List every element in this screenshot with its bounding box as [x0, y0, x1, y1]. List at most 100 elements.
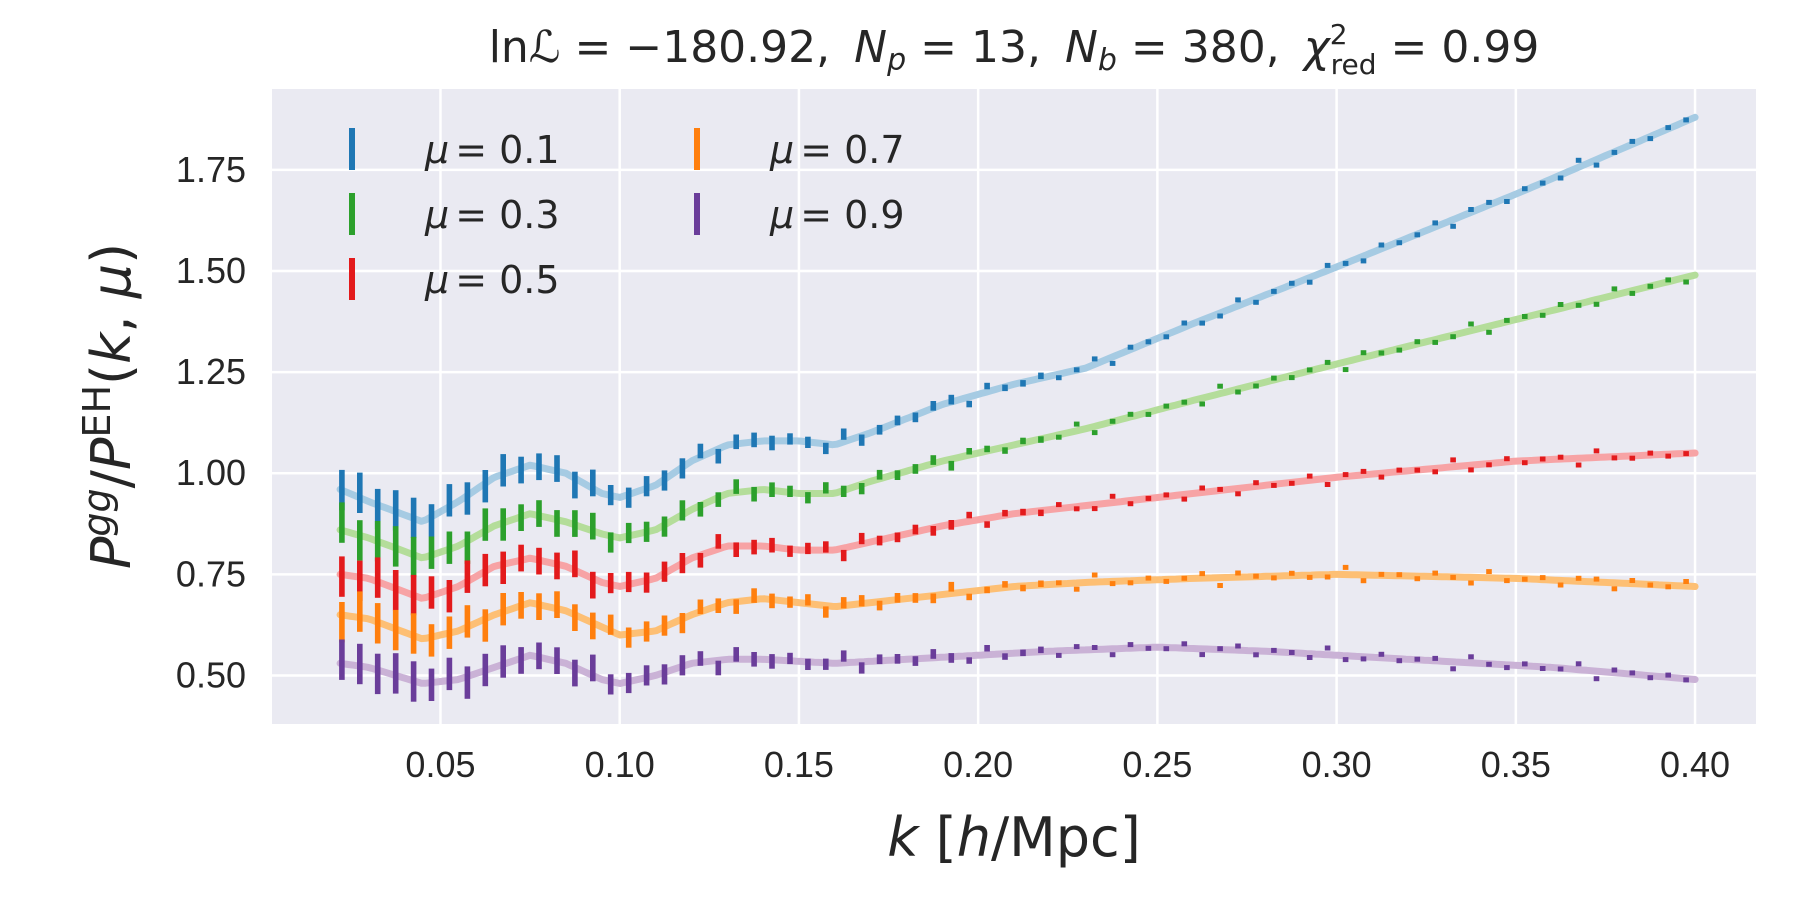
data-point	[1091, 430, 1098, 436]
data-point	[1306, 655, 1313, 660]
data-point	[858, 662, 865, 674]
data-point	[1647, 675, 1654, 681]
data-point	[1091, 645, 1098, 650]
data-point	[1575, 462, 1582, 468]
data-point	[1522, 460, 1528, 466]
data-point	[554, 591, 560, 618]
y-tick-label: 1.75	[176, 149, 246, 190]
data-point	[1002, 509, 1008, 517]
data-point	[1073, 421, 1080, 427]
data-point	[1360, 468, 1367, 474]
data-point	[1522, 576, 1528, 582]
data-point	[536, 453, 542, 481]
data-point	[1145, 495, 1152, 501]
data-point	[1253, 573, 1259, 579]
data-point	[446, 657, 453, 691]
data-point	[1091, 506, 1098, 512]
data-point	[894, 593, 901, 603]
x-tick-label: 0.10	[585, 744, 655, 785]
data-point	[464, 482, 471, 515]
data-point	[1145, 575, 1152, 581]
data-point	[1109, 493, 1116, 499]
data-point	[392, 490, 399, 531]
data-point	[1396, 572, 1403, 578]
x-tick-label: 0.35	[1481, 744, 1551, 785]
data-point	[1038, 580, 1044, 587]
data-point	[661, 470, 668, 491]
data-point	[876, 535, 883, 546]
data-point	[1629, 670, 1636, 676]
data-point	[392, 526, 399, 567]
data-point	[1020, 437, 1026, 445]
data-point	[1038, 509, 1044, 517]
data-point	[697, 599, 704, 615]
data-point	[374, 653, 381, 695]
data-point	[590, 512, 596, 540]
data-point	[1611, 667, 1618, 673]
data-point	[751, 486, 757, 502]
data-point	[661, 615, 668, 636]
data-point	[1217, 646, 1223, 652]
data-point	[518, 544, 524, 572]
data-point	[1289, 375, 1295, 381]
data-point	[1468, 467, 1474, 473]
data-point	[733, 599, 739, 614]
data-point	[769, 482, 775, 497]
data-point	[1217, 583, 1223, 588]
data-point	[392, 653, 399, 694]
data-point	[1575, 157, 1582, 163]
data-point	[1593, 576, 1600, 582]
data-point	[1539, 575, 1546, 581]
data-point	[357, 643, 363, 685]
data-point	[1038, 436, 1044, 443]
data-point	[518, 647, 524, 674]
data-point	[625, 487, 632, 508]
title-chi-value: = 0.99	[1377, 22, 1540, 73]
data-point	[966, 511, 972, 519]
data-point	[428, 504, 435, 537]
data-point	[769, 435, 775, 451]
data-point	[1647, 136, 1654, 142]
data-point	[661, 516, 668, 537]
data-point	[572, 604, 578, 631]
legend-label: μ = 0.5	[424, 258, 560, 302]
legend-item: μ = 0.9	[694, 193, 905, 237]
data-point	[1199, 571, 1205, 577]
data-point	[1557, 454, 1564, 460]
data-point	[805, 658, 811, 670]
data-point	[1235, 570, 1241, 576]
data-point	[1324, 359, 1331, 365]
data-point	[733, 647, 739, 662]
data-point	[1557, 175, 1564, 181]
data-point	[643, 665, 650, 686]
legend-label: μ = 0.3	[424, 193, 560, 237]
data-point	[1360, 578, 1367, 584]
data-point	[1629, 578, 1636, 583]
data-point	[374, 521, 381, 562]
data-point	[805, 594, 811, 606]
data-point	[410, 613, 417, 654]
title-np-value: = 13,	[906, 22, 1041, 73]
data-point	[410, 661, 417, 702]
data-point	[410, 497, 417, 539]
data-point	[1647, 283, 1654, 289]
data-point	[1181, 399, 1188, 405]
data-point	[374, 603, 381, 644]
data-point	[1468, 654, 1474, 660]
data-point	[1432, 469, 1438, 475]
data-point	[500, 645, 506, 678]
data-point	[823, 541, 829, 553]
data-point	[1647, 582, 1654, 588]
data-point	[1522, 314, 1528, 319]
data-point	[697, 651, 704, 666]
data-point	[446, 531, 453, 564]
data-point	[661, 664, 668, 685]
data-point	[410, 536, 417, 578]
data-point	[697, 443, 704, 459]
data-point	[607, 485, 614, 506]
data-point	[339, 556, 345, 597]
data-point	[1217, 486, 1223, 492]
data-point	[1271, 288, 1277, 294]
data-point	[1127, 580, 1134, 586]
data-point	[464, 666, 471, 699]
